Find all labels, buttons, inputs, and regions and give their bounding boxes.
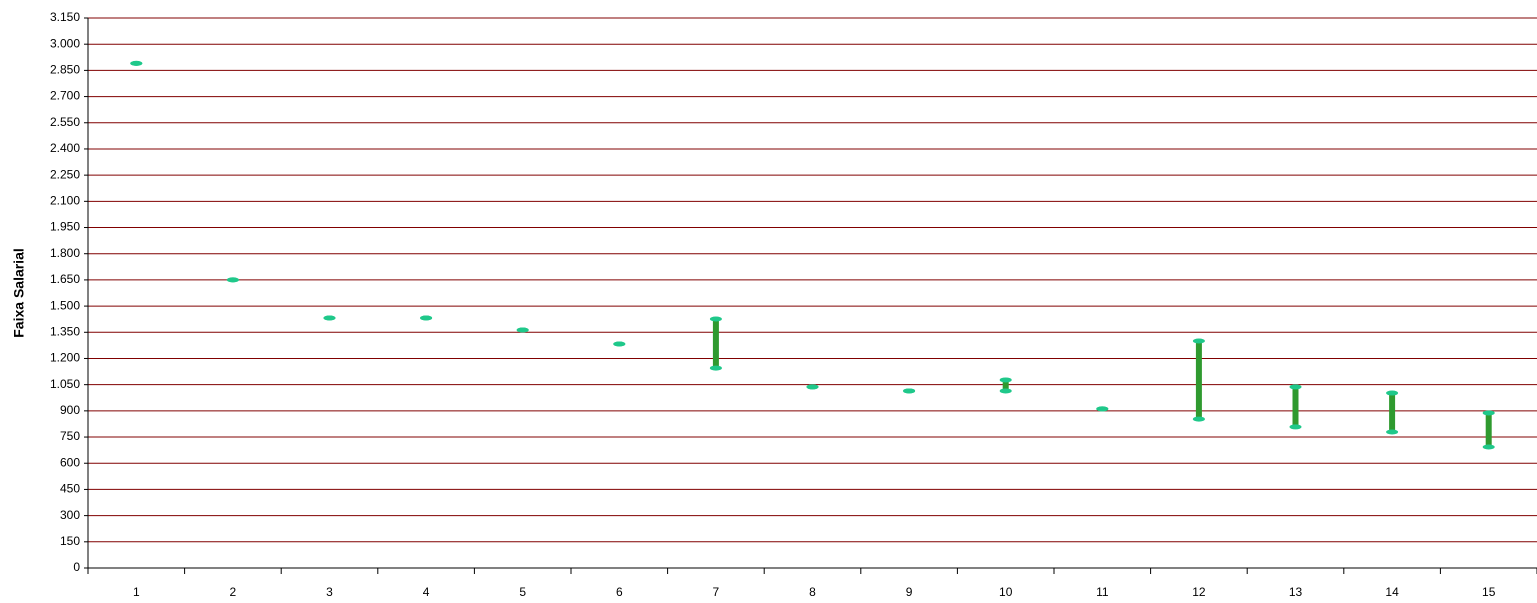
low-marker [999,388,1012,394]
high-marker [1482,410,1495,416]
low-marker [1192,416,1205,422]
y-tick-label: 900 [60,403,80,417]
y-tick-label: 2.700 [50,89,80,103]
y-tick-label: 0 [73,560,80,574]
y-tick-label: 1.500 [50,298,80,312]
y-tick-label: 300 [60,508,80,522]
x-tick-label: 11 [1096,585,1109,599]
high-marker [806,384,819,390]
y-tick-label: 1.050 [50,377,80,391]
range-bar [1389,393,1396,432]
high-marker [1289,384,1302,390]
y-tick-label: 1.200 [50,351,80,365]
x-tick-label: 14 [1385,585,1399,599]
high-marker [226,277,239,283]
high-marker [903,388,916,394]
low-marker [1386,429,1399,435]
range-bar [1195,341,1202,420]
range-bar [1292,386,1299,427]
high-marker [516,327,529,333]
x-tick-label: 15 [1482,585,1496,599]
y-tick-label: 2.100 [50,194,80,208]
y-tick-label: 2.400 [50,141,80,155]
x-tick-label: 8 [809,585,816,599]
y-tick-label: 2.850 [50,63,80,77]
high-marker [1386,390,1399,396]
low-marker [709,365,722,371]
low-marker [1482,444,1495,450]
high-marker [709,316,722,322]
x-tick-label: 1 [133,585,140,599]
y-tick-label: 2.550 [50,115,80,129]
x-tick-label: 12 [1192,585,1206,599]
y-tick-label: 2.250 [50,167,80,181]
x-tick-label: 6 [616,585,623,599]
high-marker [1192,338,1205,344]
range-bar [1485,412,1492,447]
y-tick-label: 1.350 [50,324,80,338]
y-tick-label: 3.000 [50,36,80,50]
high-marker [130,60,143,66]
y-tick-label: 600 [60,455,80,469]
high-marker [323,315,336,321]
y-tick-label: 150 [60,534,80,548]
x-tick-label: 5 [519,585,526,599]
x-tick-label: 7 [713,585,720,599]
y-tick-label: 450 [60,482,80,496]
y-tick-label: 3.150 [50,10,80,24]
y-tick-label: 1.950 [50,220,80,234]
high-marker [1096,406,1109,412]
x-tick-label: 2 [230,585,237,599]
range-bar [712,319,719,369]
x-tick-label: 13 [1289,585,1303,599]
x-tick-label: 9 [906,585,913,599]
range-bar [1002,379,1009,391]
low-marker [1289,424,1302,430]
y-axis-label: Faixa Salarial [11,248,27,338]
high-marker [420,315,433,321]
high-marker [613,341,626,347]
y-tick-label: 1.800 [50,246,80,260]
x-tick-label: 4 [423,585,430,599]
x-tick-label: 10 [999,585,1013,599]
y-tick-label: 1.650 [50,272,80,286]
high-marker [999,377,1012,383]
y-tick-label: 750 [60,429,80,443]
x-tick-label: 3 [326,585,333,599]
